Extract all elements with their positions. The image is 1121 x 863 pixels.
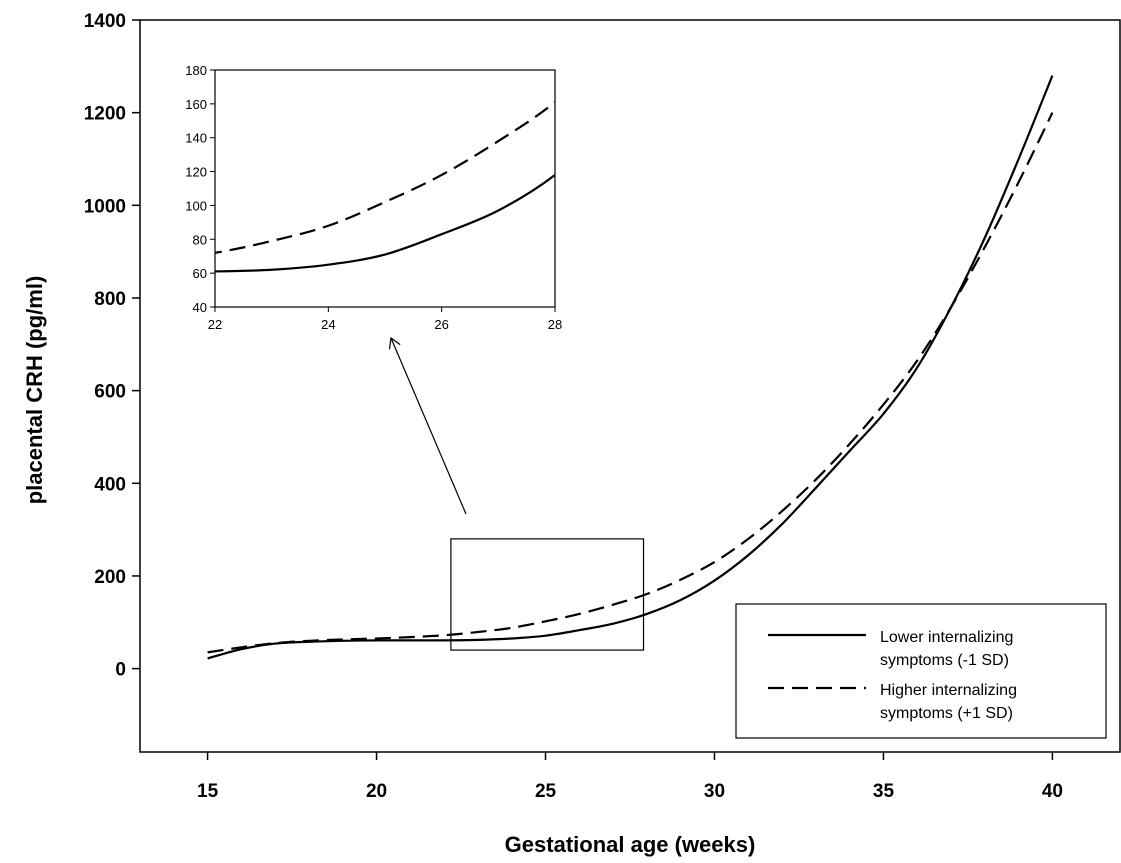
legend-label-series-1-line-2: symptoms (-1 SD) [880,652,1009,669]
inset-series-line-higher-internalizing [215,100,555,254]
x-tick-label: 40 [1042,781,1063,802]
legend-box [735,603,1107,739]
inset-x-tick-label: 22 [208,317,222,332]
inset-y-tick-label: 100 [185,198,207,213]
inset-y-tick-label: 180 [185,63,207,78]
y-tick-label: 1200 [84,104,126,125]
plot-area [139,19,1121,753]
inset-chart: 40 60 80 100 120 140 160 180 22 24 26 28 [185,63,562,332]
y-tick-label: 200 [94,567,126,588]
inset-plot-area [214,69,556,308]
inset-x-tick-label: 26 [434,317,448,332]
x-tick-label: 15 [197,781,219,802]
legend-label-series-1-line-1: Lower internalizing [880,629,1013,646]
x-axis-ticks: 15 20 25 30 35 40 [197,752,1063,802]
y-axis-title: placental CRH (pg/ml) [22,276,47,505]
zoom-arrow [391,338,467,515]
zoom-region-box [450,538,645,651]
legend: Lower internalizing symptoms (-1 SD) Hig… [735,603,1107,739]
x-tick-label: 35 [873,781,895,802]
series-line-higher-internalizing [207,112,1054,654]
inset-series-line-lower-internalizing [215,173,555,273]
x-tick-label: 20 [366,781,387,802]
y-tick-label: 800 [94,289,126,310]
legend-label-series-2-line-1: Higher internalizing [880,682,1017,699]
y-tick-label: 0 [115,660,126,681]
x-axis-title: Gestational age (weeks) [505,832,756,857]
inset-y-axis-ticks: 40 60 80 100 120 140 160 180 [185,63,215,315]
inset-y-tick-label: 40 [193,300,207,315]
y-tick-label: 1400 [84,11,126,32]
x-tick-label: 25 [535,781,557,802]
inset-y-tick-label: 120 [185,165,207,180]
series-line-lower-internalizing [207,75,1054,660]
inset-y-tick-label: 80 [193,232,207,247]
inset-y-tick-label: 140 [185,131,207,146]
inset-y-tick-label: 160 [185,97,207,112]
y-tick-label: 1000 [84,196,126,217]
y-tick-label: 400 [94,474,126,495]
legend-label-series-2-line-2: symptoms (+1 SD) [880,705,1013,722]
y-axis-ticks: 0 200 400 600 800 1000 1200 1400 [84,11,140,681]
x-tick-label: 30 [704,781,725,802]
inset-x-tick-label: 24 [321,317,335,332]
inset-x-axis-ticks: 22 24 26 28 [208,307,562,332]
inset-x-tick-label: 28 [548,317,562,332]
inset-y-tick-label: 60 [193,266,207,281]
y-tick-label: 600 [94,382,126,403]
